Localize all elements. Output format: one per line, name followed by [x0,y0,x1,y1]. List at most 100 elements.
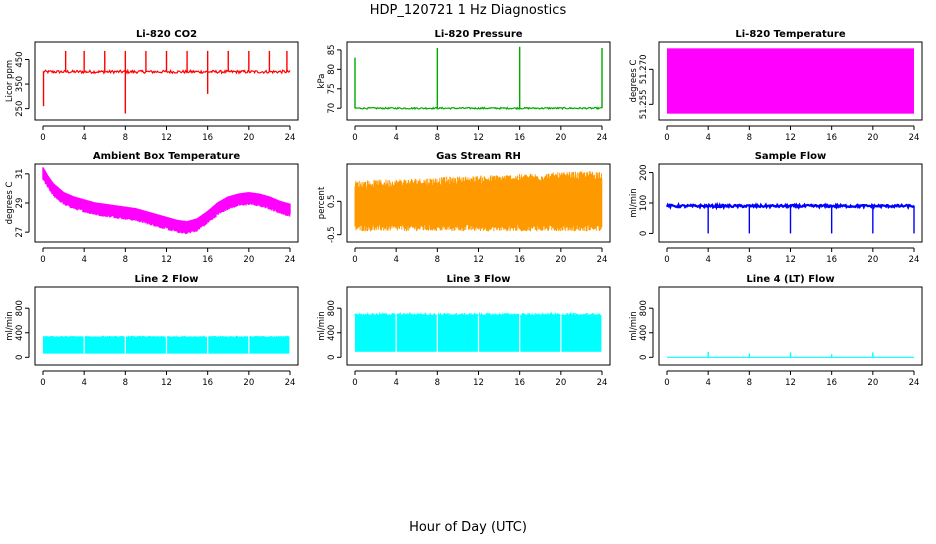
x-tick-label: 12 [473,133,484,143]
x-tick-label: 12 [785,378,796,388]
plot-area [665,201,915,234]
figure-xlabel: Hour of Day (UTC) [409,520,527,535]
plot-frame [658,286,923,366]
x-tick-label: 24 [909,133,920,143]
x-tick-label: 0 [664,255,669,265]
data-band-edge [126,335,166,339]
x-tick-label: 16 [202,378,213,388]
data-series [354,171,603,232]
x-tick-label: 8 [435,133,440,143]
data-band-edge [561,311,602,318]
data-band-segment [437,314,478,352]
data-band-segment [43,337,84,354]
panel-4: Ambient Box Temperature 0 4 8 12 16 20 24 27 29 31… [5,151,299,265]
y-tick-label: 800 [327,300,337,316]
x-tick-label: 20 [243,378,254,388]
x-tick-label: 4 [393,255,398,265]
x-tick-label: 16 [202,255,213,265]
y-axis-label: degrees C [629,60,639,103]
x-tick-label: 12 [785,133,796,143]
y-tick-label: 0 [639,231,649,236]
x-tick-label: 16 [514,255,525,265]
data-band-edge [84,335,125,339]
figure-title: HDP_120721 1 Hz Diagnostics [370,3,567,18]
data-band-edge [354,311,396,319]
x-tick-label: 20 [555,133,566,143]
x-tick-label: 20 [555,255,566,265]
data-band-edge [249,335,290,339]
x-tick-label: 16 [826,378,837,388]
y-axis-label: ml/min [629,188,639,218]
x-tick-label: 0 [664,378,669,388]
data-band-segment [396,314,437,352]
plot-area [42,167,291,235]
x-tick-label: 8 [435,378,440,388]
data-band-edge [396,311,437,318]
y-tick-label: 400 [327,325,337,341]
x-tick-label: 24 [597,133,608,143]
plot-area [42,335,290,354]
data-band-edge [520,311,561,318]
x-tick-label: 0 [40,255,45,265]
x-tick-label: 8 [123,255,128,265]
y-tick-label: 27 [15,227,25,238]
x-tick-label: 4 [393,378,398,388]
y-tick-label: -0.5 [327,226,337,243]
data-band-segment [355,314,396,352]
x-tick-label: 24 [285,255,296,265]
y-tick-label: 0 [15,355,25,360]
data-band-segment [84,337,125,354]
x-tick-label: 8 [747,378,752,388]
y-tick-label: 70 [327,103,337,114]
data-band-segment [520,314,561,352]
panel-title: Li-820 Temperature [735,29,845,40]
x-tick-label: 20 [867,133,878,143]
data-series [42,167,291,235]
data-band-segment [561,314,602,352]
y-tick-label: 80 [327,64,337,75]
plot-frame [346,41,611,121]
plot-area [667,351,914,358]
panel-title: Li-820 Pressure [434,29,522,40]
x-tick-label: 4 [705,133,710,143]
plot-frame [34,163,299,243]
x-tick-label: 4 [705,255,710,265]
data-band-segment [167,337,208,354]
panel-title: Line 3 Flow [447,274,511,285]
data-band-edge [478,311,520,319]
plot-area [354,311,602,352]
data-band-segment [208,337,249,354]
y-tick-label: 250 [15,101,25,117]
y-axis-label: Licor ppm [5,60,15,102]
plot-frame [658,41,923,121]
plot-area [667,48,914,114]
plot-frame [34,286,299,366]
x-tick-label: 12 [473,255,484,265]
y-tick-label: 350 [15,76,25,92]
x-tick-label: 24 [597,378,608,388]
y-axis-label: percent [317,186,327,219]
y-tick-label: 100 [639,195,649,211]
x-tick-label: 0 [40,133,45,143]
y-tick-label: 85 [327,44,337,55]
y-axis-label: kPa [317,74,327,89]
plot-frame [658,163,923,243]
x-tick-label: 4 [81,255,86,265]
panel-title: Gas Stream RH [436,151,521,162]
panel-title: Sample Flow [755,151,827,162]
data-band-edge [207,335,249,339]
y-tick-label: 31 [15,168,25,179]
x-tick-label: 12 [473,378,484,388]
data-band-edge [42,335,84,339]
panel-title: Line 4 (LT) Flow [746,274,834,285]
x-tick-label: 0 [352,255,357,265]
plot-frame [346,163,611,243]
y-tick-label: 0.5 [327,195,337,209]
y-tick-label: 800 [639,300,649,316]
